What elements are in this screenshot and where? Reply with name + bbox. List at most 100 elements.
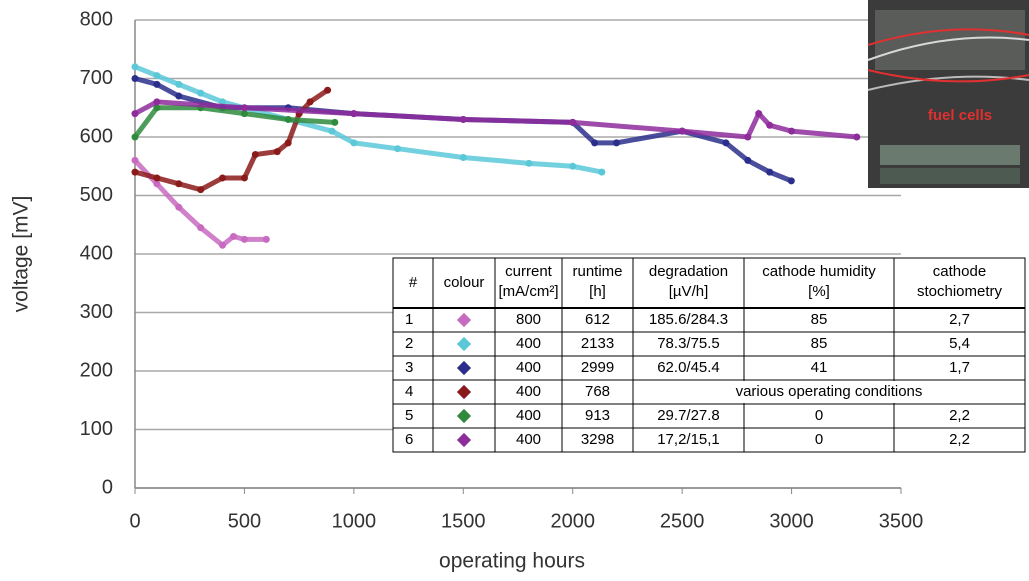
table-header: runtime <box>572 263 622 280</box>
data-point <box>153 104 161 112</box>
table-cell: 2,2 <box>949 431 970 448</box>
data-point <box>131 156 139 164</box>
colour-swatch <box>456 336 472 352</box>
table-cell: 4 <box>405 383 413 400</box>
series-trace <box>134 64 603 175</box>
data-point <box>598 168 606 176</box>
table-cell: 400 <box>516 431 541 448</box>
data-point <box>788 127 796 135</box>
data-point <box>262 235 270 243</box>
x-tick-label: 2500 <box>660 510 705 532</box>
table-cell: 400 <box>516 407 541 424</box>
y-tick-label: 800 <box>80 8 113 30</box>
x-axis-title: operating hours <box>439 550 585 573</box>
data-point <box>175 203 183 211</box>
table-cell: 78.3/75.5 <box>657 335 720 352</box>
table-header: current <box>505 263 553 280</box>
table-header: [h] <box>589 283 606 300</box>
data-point <box>273 148 281 156</box>
data-point <box>853 133 861 141</box>
data-point <box>197 224 205 232</box>
data-point <box>459 115 467 123</box>
colour-swatch <box>456 312 472 328</box>
table-cell: 85 <box>811 311 828 328</box>
table-cell: 0 <box>815 407 823 424</box>
table-cell: 400 <box>516 383 541 400</box>
data-point <box>569 118 577 126</box>
data-point <box>219 241 227 249</box>
data-point <box>787 177 795 185</box>
photo: fuel cells <box>867 0 1029 188</box>
colour-swatch <box>456 360 472 376</box>
table-cell: 2 <box>405 335 413 352</box>
y-tick-label: 700 <box>80 67 113 89</box>
table-header: degradation <box>649 263 728 280</box>
data-point <box>678 127 686 135</box>
y-tick-label: 600 <box>80 125 113 147</box>
photo-label: fuel cells <box>928 107 992 124</box>
table-cell: 400 <box>516 335 541 352</box>
colour-swatch <box>456 432 472 448</box>
table-cell: various operating conditions <box>736 383 923 400</box>
x-tick-label: 1500 <box>441 510 486 532</box>
table-cell: 0 <box>815 431 823 448</box>
data-point <box>744 156 752 164</box>
data-point <box>229 232 237 240</box>
table-bg <box>392 257 1026 453</box>
x-tick-label: 3500 <box>879 510 924 532</box>
y-tick-label: 100 <box>80 418 113 440</box>
x-tick-label: 500 <box>228 510 261 532</box>
data-point <box>612 139 620 147</box>
y-tick-label: 200 <box>80 359 113 381</box>
data-point <box>131 75 139 82</box>
data-point <box>153 180 161 188</box>
data-point <box>350 139 358 147</box>
data-point <box>306 98 314 106</box>
table-cell: 3298 <box>581 431 614 448</box>
data-point <box>219 174 227 182</box>
table-header: [%] <box>808 283 830 300</box>
table-cell: 2133 <box>581 335 614 352</box>
legend-table: # colour current [mA/cm²] runtime [h] degradat… <box>392 257 1026 453</box>
x-tick-label: 1000 <box>332 510 377 532</box>
table-cell: 768 <box>585 383 610 400</box>
table-cell: 5 <box>405 407 413 424</box>
table-header: cathode <box>933 263 986 280</box>
data-point <box>153 72 161 80</box>
data-point <box>331 118 339 126</box>
x-tick-label: 3000 <box>769 510 814 532</box>
colour-swatch <box>456 408 472 424</box>
data-point <box>284 115 292 123</box>
table-cell: 2,2 <box>949 407 970 424</box>
table-cell: 5,4 <box>949 335 970 352</box>
data-point <box>569 162 577 170</box>
table-cell: 612 <box>585 311 610 328</box>
merged-cell <box>634 381 1024 403</box>
data-point <box>175 92 183 100</box>
data-point <box>766 168 774 176</box>
data-point <box>131 63 139 71</box>
table-cell: 185.6/284.3 <box>649 311 728 328</box>
data-point <box>197 89 205 97</box>
table-header: # <box>409 274 418 291</box>
data-point <box>197 186 205 194</box>
table-cell: 29.7/27.8 <box>657 407 720 424</box>
data-point <box>350 110 358 118</box>
y-tick-label: 500 <box>80 184 113 206</box>
table-header: colour <box>444 274 485 291</box>
data-point <box>251 151 259 159</box>
table-cell: 2,7 <box>949 311 970 328</box>
table-cell: 800 <box>516 311 541 328</box>
table-cell: 400 <box>516 359 541 376</box>
data-point <box>328 127 336 135</box>
data-point <box>153 98 161 106</box>
data-point <box>153 174 161 182</box>
data-point <box>240 104 248 112</box>
table-cell: 913 <box>585 407 610 424</box>
data-point <box>766 121 774 129</box>
table-cell: 1 <box>405 311 413 328</box>
data-point <box>219 98 227 106</box>
data-point <box>175 180 183 188</box>
data-point <box>131 110 139 118</box>
